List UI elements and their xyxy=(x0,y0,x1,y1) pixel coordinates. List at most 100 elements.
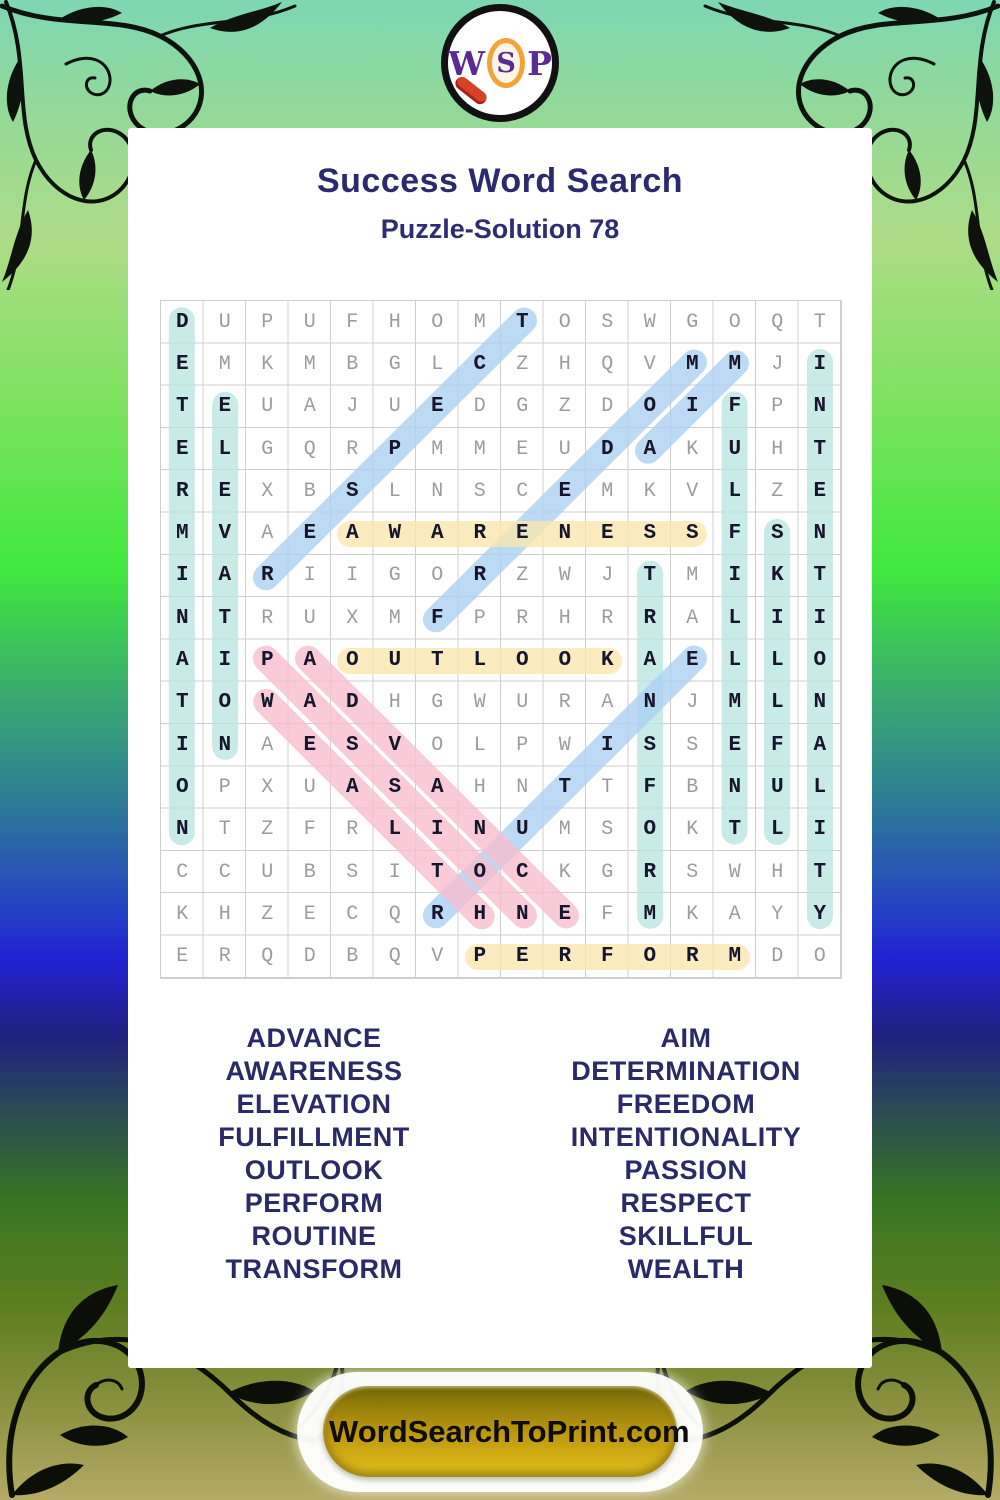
page-title: Success Word Search xyxy=(316,162,684,200)
grid-cell: P xyxy=(261,310,274,334)
grid-cell: K xyxy=(686,437,699,461)
grid-cell: M xyxy=(218,352,231,376)
grid-cell: P xyxy=(260,649,274,673)
grid-cell: R xyxy=(175,479,189,503)
grid-cell: U xyxy=(218,310,231,334)
grid-cell: A xyxy=(303,691,317,715)
grid-cell: R xyxy=(473,564,487,588)
website-link-button[interactable]: WordSearchToPrint.com xyxy=(323,1386,690,1477)
grid-cell: L xyxy=(431,352,444,376)
grid-cell: S xyxy=(473,479,486,503)
word-item: ELEVATION xyxy=(236,1089,392,1119)
grid-cell: G xyxy=(601,860,614,884)
grid-cell: O xyxy=(515,649,529,673)
grid-cell: U xyxy=(261,860,274,884)
grid-cell: V xyxy=(431,945,444,969)
grid-cell: L xyxy=(728,606,742,630)
word-item: ROUTINE xyxy=(251,1221,377,1251)
grid-cell: N xyxy=(515,902,529,926)
grid-cell: I xyxy=(728,564,742,588)
grid-cell: K xyxy=(600,649,614,673)
grid-cell: T xyxy=(813,860,827,884)
grid-cell: I xyxy=(218,649,232,673)
grid-cell: B xyxy=(686,775,699,799)
word-item: FREEDOM xyxy=(616,1089,756,1119)
word-list-right: AIM DETERMINATION FREEDOM INTENTIONALITY PAS… xyxy=(500,1022,872,1286)
grid-cell: S xyxy=(770,522,784,546)
word-item: RESPECT xyxy=(620,1188,752,1218)
grid-cell: E xyxy=(515,945,529,969)
grid-cell: N xyxy=(813,522,827,546)
grid-cell: S xyxy=(346,860,359,884)
grid-cell: M xyxy=(728,691,742,715)
grid-cell: N xyxy=(813,691,827,715)
grid-cell: H xyxy=(388,691,401,715)
grid-cell: W xyxy=(558,733,571,757)
word-item: SKILLFUL xyxy=(618,1221,754,1251)
grid-cell: F xyxy=(728,395,742,419)
grid-cell: R xyxy=(218,945,231,969)
grid-cell: L xyxy=(473,649,487,673)
site-logo[interactable]: W S P xyxy=(441,4,559,122)
grid-cell: U xyxy=(261,395,274,419)
grid-cell: I xyxy=(388,860,401,884)
grid-cell: W xyxy=(643,310,656,334)
grid-cell: D xyxy=(601,395,614,419)
grid-cell: O xyxy=(643,945,657,969)
grid-cell: D xyxy=(303,945,316,969)
grid-cell: T xyxy=(728,818,742,842)
grid-cell: D xyxy=(600,437,614,461)
grid-cell: F xyxy=(430,606,444,630)
grid-cell: J xyxy=(601,564,614,588)
grid-cell: U xyxy=(303,606,316,630)
grid-cell: R xyxy=(601,606,614,630)
grid-cell: R xyxy=(430,902,444,926)
grid-cell: R xyxy=(261,606,274,630)
grid-cell: A xyxy=(175,649,189,673)
grid-cell: I xyxy=(770,606,784,630)
grid-cell: T xyxy=(601,775,614,799)
grid-cell: S xyxy=(685,522,699,546)
grid-cell: S xyxy=(686,733,699,757)
grid-cell: U xyxy=(515,818,529,842)
grid-cell: M xyxy=(473,310,486,334)
grid-cell: E xyxy=(813,479,827,503)
grid-cell: H xyxy=(388,310,401,334)
grid-cell: R xyxy=(346,437,359,461)
grid-cell: G xyxy=(388,564,401,588)
grid-cell: F xyxy=(643,775,657,799)
grid-cell: N xyxy=(473,818,487,842)
grid-cell: Y xyxy=(771,902,784,926)
grid-cell: M xyxy=(685,352,699,376)
grid-cell: W xyxy=(388,522,402,546)
grid-cell: O xyxy=(558,310,571,334)
grid-cell: V xyxy=(643,352,656,376)
grid-cell: O xyxy=(813,945,826,969)
grid-cell: T xyxy=(218,606,232,630)
grid-cell: X xyxy=(261,775,274,799)
grid-cell: A xyxy=(261,522,274,546)
grid-cell: H xyxy=(473,775,486,799)
grid-cell: T xyxy=(515,310,529,334)
logo-letter-s: S xyxy=(496,47,516,79)
grid-cell: G xyxy=(431,691,444,715)
grid-cell: E xyxy=(558,479,572,503)
grid-cell: C xyxy=(176,860,189,884)
grid-cell: I xyxy=(175,733,189,757)
grid-cell: R xyxy=(558,691,571,715)
grid-cell: S xyxy=(643,522,657,546)
grid-cell: A xyxy=(345,775,359,799)
grid-cell: A xyxy=(643,437,657,461)
grid-cell: E xyxy=(175,437,189,461)
grid-cell: S xyxy=(388,775,402,799)
grid-cell: M xyxy=(558,818,571,842)
word-item: TRANSFORM xyxy=(225,1254,403,1284)
grid-cell: K xyxy=(686,818,699,842)
grid-cell: A xyxy=(813,733,827,757)
grid-cell: L xyxy=(770,818,784,842)
magnifier-icon: S xyxy=(487,38,526,88)
grid-cell: J xyxy=(771,352,784,376)
grid-cell: E xyxy=(516,437,529,461)
grid-cell: E xyxy=(175,352,189,376)
grid-cell: I xyxy=(600,733,614,757)
